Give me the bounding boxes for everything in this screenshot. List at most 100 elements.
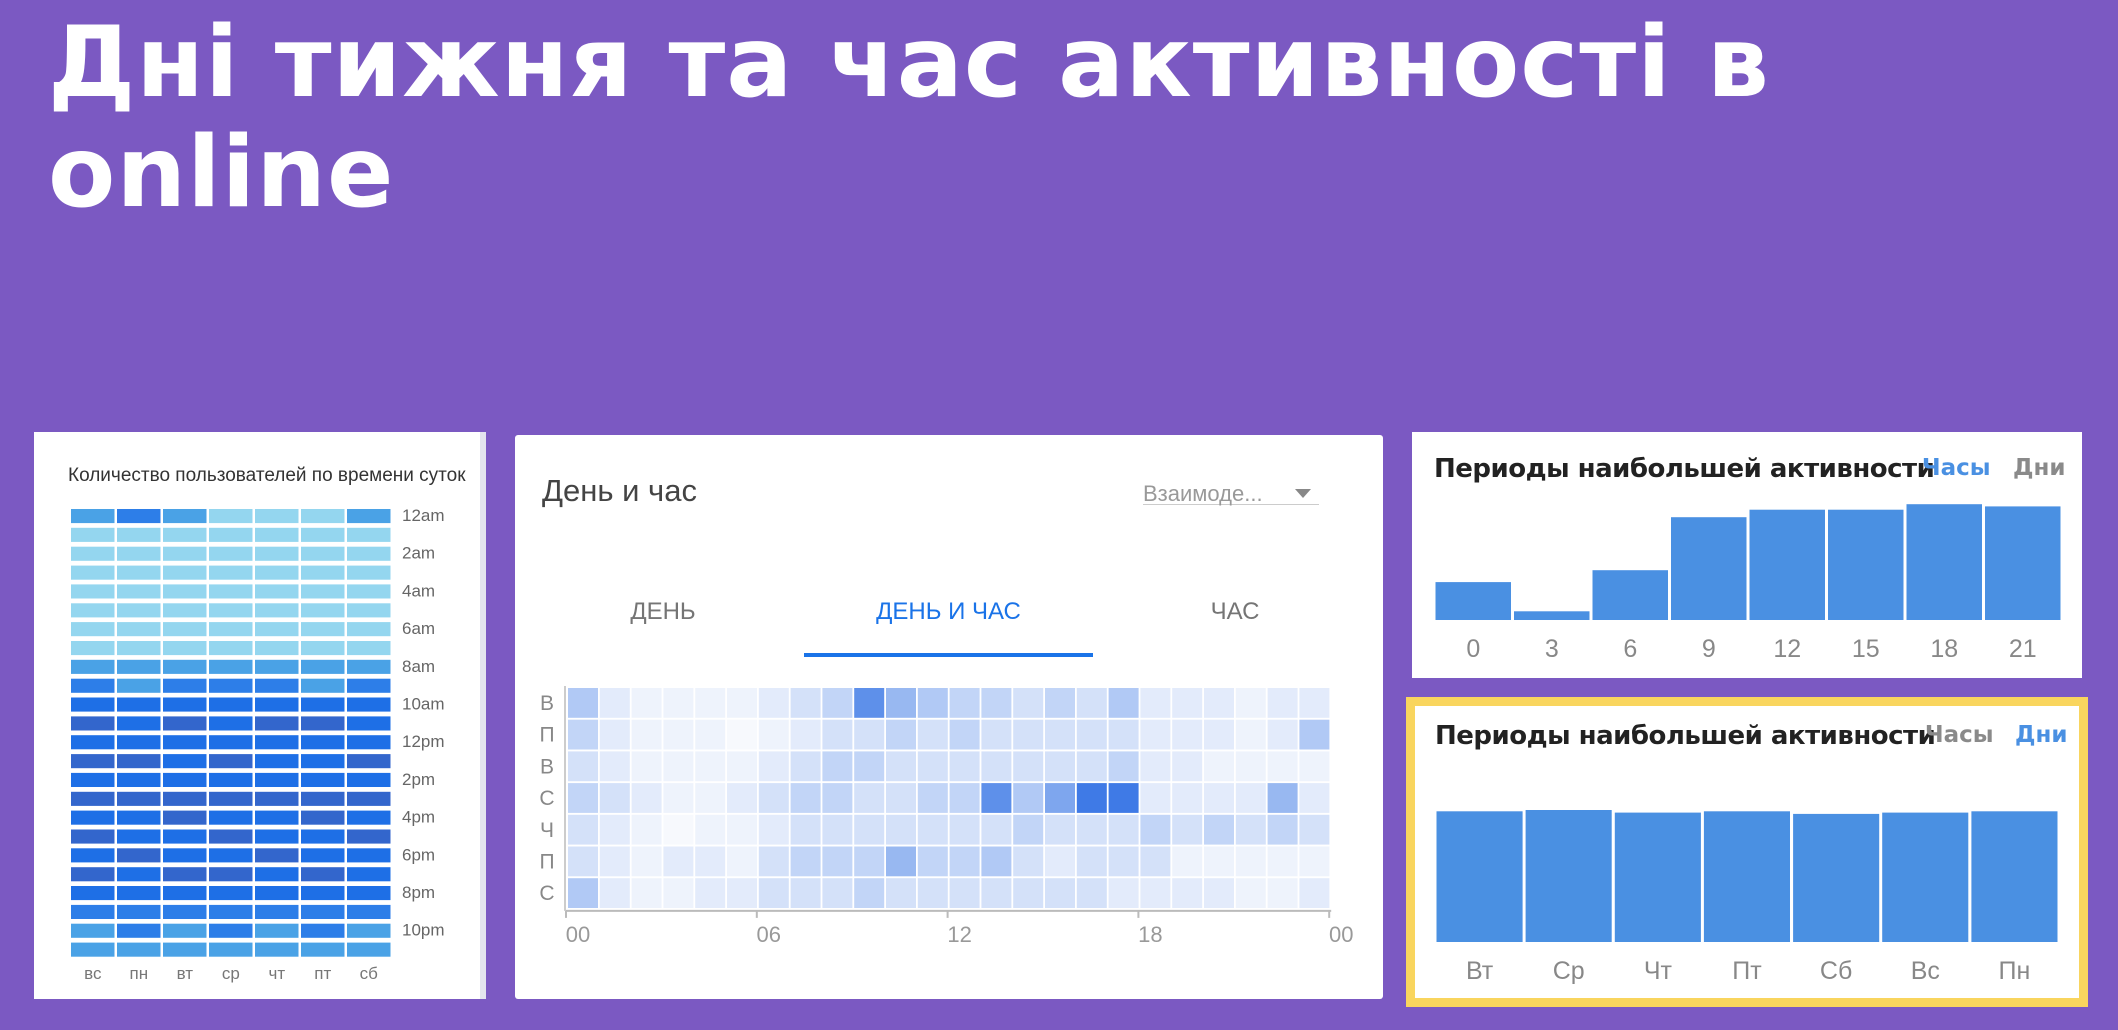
heatmap-cell — [1140, 846, 1171, 877]
users-heatmap-cell — [117, 904, 161, 919]
hour-tick-label: 6pm — [402, 845, 435, 864]
users-heatmap-cell — [255, 622, 299, 637]
day-hour-card: День и час Взаимоде... ДЕНЬ ДЕНЬ И ЧАС Ч… — [515, 435, 1383, 999]
users-heatmap-cell — [347, 716, 391, 731]
heatmap-cell — [1299, 814, 1330, 845]
metric-dropdown[interactable]: Взаимоде... — [1143, 481, 1319, 506]
heatmap-cell — [1013, 783, 1044, 813]
heatmap-cell — [663, 783, 694, 813]
heatmap-cell — [1235, 878, 1266, 908]
users-heatmap-cell — [117, 716, 161, 731]
users-heatmap-cell — [255, 546, 299, 561]
users-heatmap-cell — [163, 659, 207, 674]
heatmap-cell — [1172, 846, 1203, 877]
day-tick-label: сб — [360, 964, 379, 983]
heatmap-cell — [1045, 751, 1075, 782]
heatmap-cell — [822, 878, 853, 908]
heatmap-cell — [1235, 751, 1266, 782]
heatmap-cell — [1267, 846, 1298, 877]
users-heatmap-cell — [209, 772, 253, 787]
users-heatmap-cell — [117, 772, 161, 787]
day-tick-label: ср — [222, 964, 240, 983]
weekday-row-label: П — [539, 724, 554, 747]
heatmap-cell — [695, 719, 726, 750]
users-heatmap-cell — [209, 584, 253, 599]
users-heatmap-cell — [347, 791, 391, 806]
tab-days[interactable]: Дни — [2015, 722, 2068, 748]
users-heatmap-cell — [255, 678, 299, 693]
tab-day[interactable]: ДЕНЬ — [630, 598, 696, 625]
bar — [1592, 570, 1668, 620]
heatmap-cell — [886, 878, 916, 908]
category-tick-label: 0 — [1466, 635, 1480, 663]
heatmap-cell — [758, 814, 789, 845]
weekday-row-label: С — [539, 787, 554, 810]
heatmap-cell — [1045, 688, 1075, 718]
users-heatmap-cell — [209, 942, 253, 957]
heatmap-cell — [1108, 814, 1139, 845]
users-heatmap-cell — [255, 829, 299, 844]
users-heatmap-cell — [71, 527, 115, 542]
heatmap-cell — [568, 688, 598, 718]
users-heatmap-cell — [209, 565, 253, 580]
bar — [1703, 811, 1790, 942]
heatmap-cell — [854, 846, 885, 877]
users-heatmap-cell — [301, 565, 345, 580]
heatmap-cell — [663, 719, 694, 750]
heatmap-cell — [599, 719, 630, 750]
heatmap-cell — [1204, 783, 1234, 813]
users-heatmap-cell — [255, 527, 299, 542]
users-heatmap-cell — [347, 923, 391, 938]
users-heatmap-cell — [163, 829, 207, 844]
heatmap-cell — [1076, 814, 1107, 845]
heatmap-cell — [1172, 814, 1203, 845]
category-tick-label: 18 — [1930, 635, 1958, 663]
heatmap-cell — [981, 688, 1012, 718]
bar — [1985, 506, 2061, 620]
users-heatmap-cell — [301, 716, 345, 731]
bar — [1525, 810, 1612, 942]
heatmap-cell — [981, 751, 1012, 782]
heatmap-cell — [727, 688, 757, 718]
heatmap-cell — [1108, 846, 1139, 877]
users-heatmap-cell — [301, 735, 345, 750]
tab-day-and-hour[interactable]: ДЕНЬ И ЧАС — [876, 598, 1021, 625]
heatmap-cell — [663, 846, 694, 877]
users-heatmap-cell — [163, 754, 207, 769]
tab-hours[interactable]: Часы — [1925, 722, 1994, 748]
users-heatmap-cell — [71, 546, 115, 561]
users-heatmap-cell — [71, 867, 115, 882]
heatmap-cell — [1076, 783, 1107, 813]
users-chart-title: Количество пользователей по времени суто… — [68, 465, 466, 486]
heatmap-cell — [886, 814, 916, 845]
tab-hour[interactable]: ЧАС — [1210, 598, 1260, 625]
users-heatmap-cell — [255, 509, 299, 524]
bar — [1671, 517, 1747, 620]
users-heatmap-cell — [163, 848, 207, 863]
users-heatmap-cell — [255, 904, 299, 919]
users-heatmap-cell — [117, 810, 161, 825]
heatmap-cell — [949, 751, 980, 782]
users-heatmap-cell — [255, 886, 299, 901]
tab-days[interactable]: Дни — [2013, 455, 2066, 481]
users-heatmap-cell — [209, 659, 253, 674]
users-heatmap-cell — [117, 886, 161, 901]
users-heatmap-cell — [347, 641, 391, 656]
users-heatmap-cell — [71, 622, 115, 637]
heatmap-cell — [663, 814, 694, 845]
heatmap-cell — [1140, 719, 1171, 750]
users-heatmap-cell — [163, 641, 207, 656]
users-heatmap-cell — [347, 584, 391, 599]
heatmap-cell — [1076, 688, 1107, 718]
heatmap-cell — [727, 814, 757, 845]
heatmap-cell — [886, 783, 916, 813]
heatmap-cell — [981, 719, 1012, 750]
heatmap-cell — [1235, 688, 1266, 718]
heatmap-cell — [1204, 846, 1234, 877]
users-heatmap-cell — [347, 697, 391, 712]
category-tick-label: Вт — [1466, 957, 1494, 985]
heatmap-cell — [727, 878, 757, 908]
tab-hours[interactable]: Часы — [1922, 455, 1991, 481]
users-heatmap-cell — [301, 678, 345, 693]
users-heatmap-cell — [255, 565, 299, 580]
